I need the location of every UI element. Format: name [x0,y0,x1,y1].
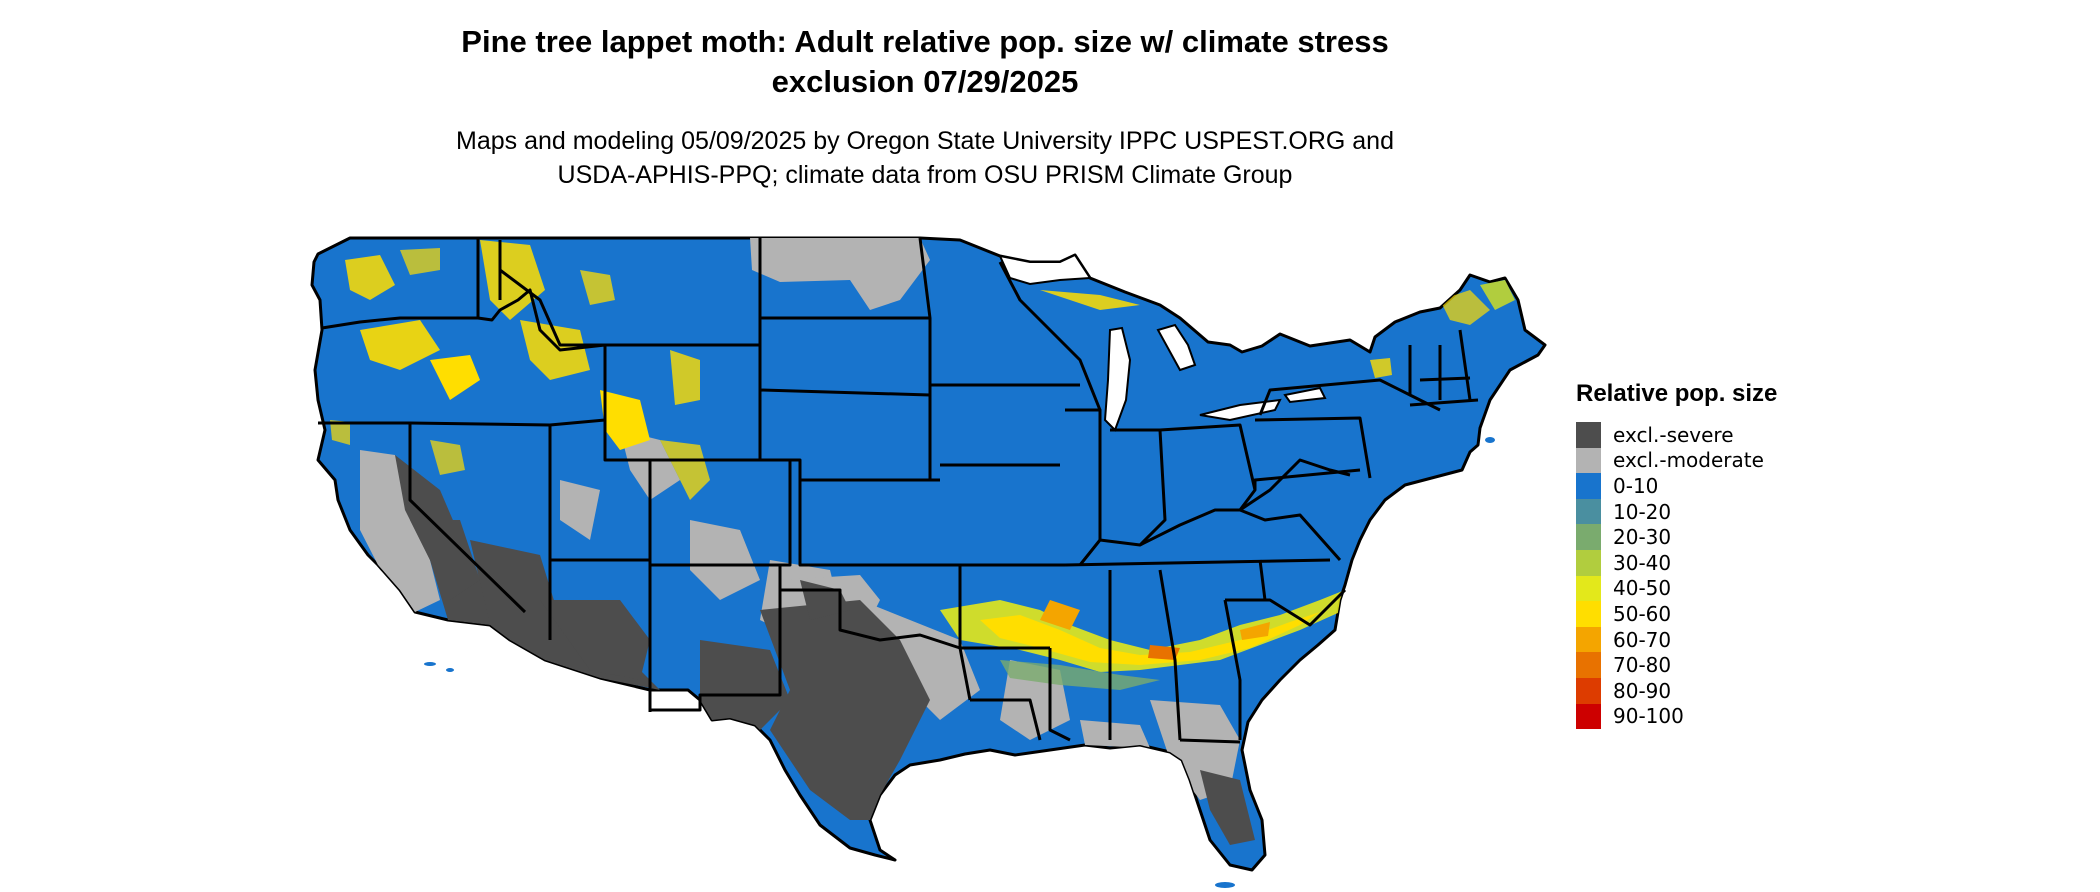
legend-swatch [1576,524,1601,550]
legend-swatch [1576,447,1601,474]
legend-item: 10-20 [1576,498,1777,525]
legend-swatch [1576,549,1601,576]
legend-label: 50-60 [1613,601,1672,626]
legend-label: 30-40 [1613,550,1672,575]
coastal-islands [424,437,1495,888]
title-line-1: Pine tree lappet moth: Adult relative po… [461,24,1389,59]
legend-title: Relative pop. size [1576,380,1778,407]
legend-label: 70-80 [1613,653,1672,678]
legend-swatch [1576,473,1601,499]
legend-swatch [1576,601,1601,627]
legend: Relative pop. size excl.-severe excl.-mod… [1576,380,1778,730]
legend-label: 40-50 [1613,576,1672,601]
legend-item: excl.-severe [1576,422,1777,448]
legend-label: 60-70 [1613,627,1672,652]
legend-swatch [1576,626,1601,653]
legend-label: excl.-moderate [1613,448,1764,473]
legend-label: excl.-severe [1613,422,1734,447]
legend-label: 20-30 [1613,525,1672,550]
legend-item: 80-90 [1576,677,1777,704]
legend-label: 0-10 [1613,473,1659,498]
legend-swatch [1576,652,1601,678]
legend-label: 90-100 [1613,704,1684,729]
legend-label: 80-90 [1613,678,1672,703]
great-lakes [998,253,1327,432]
western-hotspot-speckles [330,240,1490,500]
northeast-green-patch [1480,280,1515,310]
subtitle-line-1: Maps and modeling 05/09/2025 by Oregon S… [456,127,1394,155]
legend-item: excl.-moderate [1576,447,1777,474]
legend-item: 60-70 [1576,626,1777,653]
legend-item: 0-10 [1576,473,1777,499]
state-borders [318,237,1479,744]
legend-item: 70-80 [1576,652,1777,678]
legend-item: 50-60 [1576,601,1777,627]
legend-swatch [1576,575,1601,602]
subtitle-line-2: USDA-APHIS-PPQ; climate data from OSU PR… [557,161,1293,189]
legend-item: 40-50 [1576,575,1777,602]
legend-item: 90-100 [1576,703,1777,730]
title-line-2: exclusion 07/29/2025 [771,64,1079,99]
legend-item: 20-30 [1576,524,1777,550]
map-title: Pine tree lappet moth: Adult relative po… [300,22,1550,102]
legend-swatch [1576,677,1601,704]
map-subtitle: Maps and modeling 05/09/2025 by Oregon S… [300,124,1550,192]
legend-items: excl.-severe excl.-moderate 0-10 10-20 20-30… [1576,422,1777,730]
legend-swatch [1576,422,1601,448]
legend-swatch [1576,498,1601,525]
legend-item: 30-40 [1576,549,1777,576]
legend-label: 10-20 [1613,499,1672,524]
southeast-hotspot-belt [940,590,1345,690]
legend-swatch [1576,703,1601,730]
